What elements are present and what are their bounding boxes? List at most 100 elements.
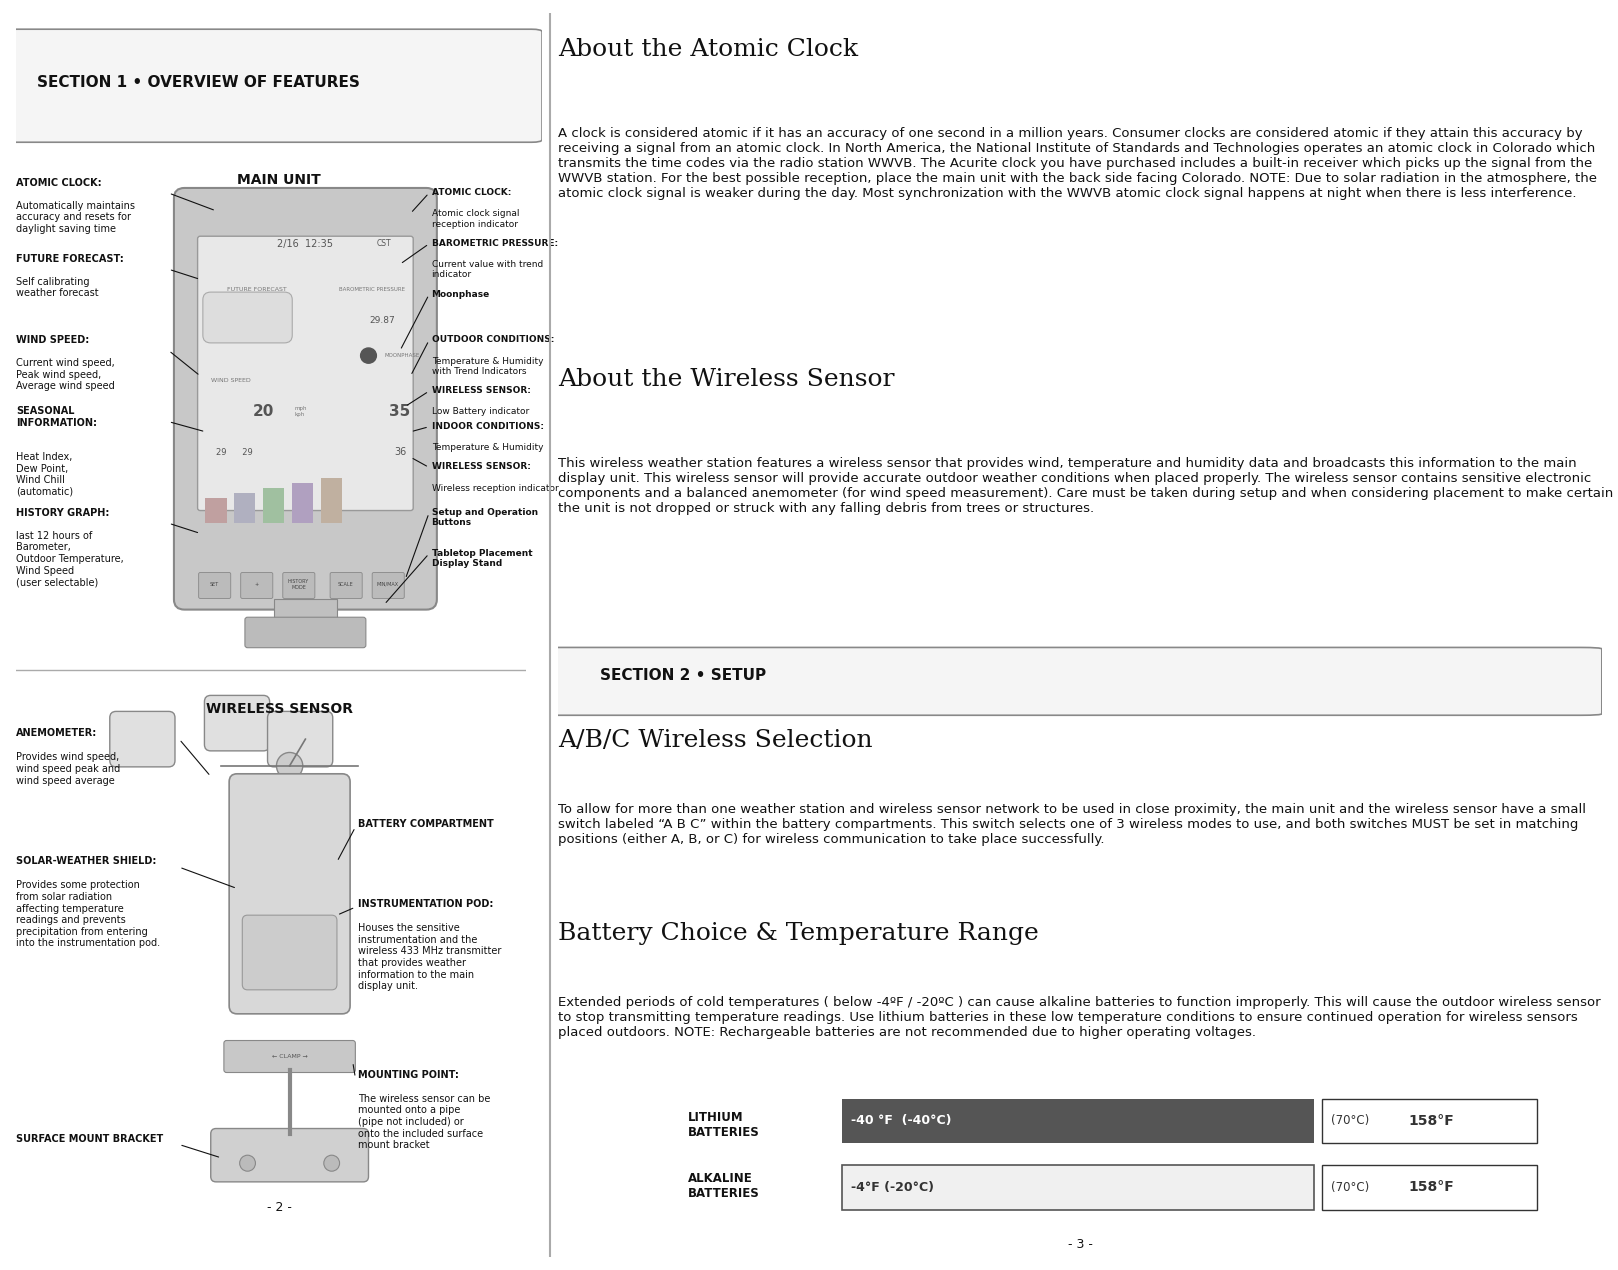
Text: last 12 hours of
Barometer,
Outdoor Temperature,
Wind Speed
(user selectable): last 12 hours of Barometer, Outdoor Temp…: [16, 531, 125, 587]
Text: WIND SPEED:: WIND SPEED:: [16, 335, 89, 345]
Text: About the Atomic Clock: About the Atomic Clock: [558, 38, 858, 61]
FancyBboxPatch shape: [210, 1129, 369, 1182]
Text: LITHIUM
BATTERIES: LITHIUM BATTERIES: [688, 1111, 759, 1139]
Text: -40 °F  (-40°C): -40 °F (-40°C): [851, 1114, 951, 1128]
FancyBboxPatch shape: [537, 648, 1602, 715]
Text: SECTION 1 • OVERVIEW OF FEATURES: SECTION 1 • OVERVIEW OF FEATURES: [37, 75, 361, 90]
Text: Self calibrating
weather forecast: Self calibrating weather forecast: [16, 277, 99, 298]
Bar: [841, 1099, 1314, 1143]
Bar: [273, 599, 337, 620]
Text: A/B/C Wireless Selection: A/B/C Wireless Selection: [558, 729, 872, 752]
Text: SEASONAL
INFORMATION:: SEASONAL INFORMATION:: [16, 406, 97, 428]
Text: ATOMIC CLOCK:: ATOMIC CLOCK:: [432, 188, 511, 197]
Text: Houses the sensitive
instrumentation and the
wireless 433 MHz transmitter
that p: Houses the sensitive instrumentation and…: [358, 923, 502, 991]
Text: INSTRUMENTATION POD:: INSTRUMENTATION POD:: [358, 899, 493, 909]
Text: About the Wireless Sensor: About the Wireless Sensor: [558, 368, 895, 391]
FancyBboxPatch shape: [230, 773, 349, 1013]
FancyBboxPatch shape: [175, 188, 437, 610]
FancyBboxPatch shape: [197, 236, 413, 511]
Text: SURFACE MOUNT BRACKET: SURFACE MOUNT BRACKET: [16, 1134, 163, 1144]
Text: 35: 35: [390, 404, 411, 419]
Circle shape: [239, 1156, 256, 1171]
Text: Temperature & Humidity
with Trend Indicators: Temperature & Humidity with Trend Indica…: [432, 357, 544, 376]
Text: Temperature & Humidity: Temperature & Humidity: [432, 443, 544, 452]
Bar: [264, 488, 285, 523]
Text: MOONPHASE: MOONPHASE: [385, 353, 419, 358]
FancyBboxPatch shape: [223, 1040, 356, 1072]
FancyBboxPatch shape: [199, 573, 231, 598]
Text: BATTERY COMPARTMENT: BATTERY COMPARTMENT: [358, 819, 493, 829]
Text: WIRELESS SENSOR:: WIRELESS SENSOR:: [432, 462, 531, 471]
FancyBboxPatch shape: [244, 617, 366, 648]
FancyBboxPatch shape: [204, 696, 270, 751]
Text: 29.87: 29.87: [369, 315, 395, 325]
Text: WIRELESS SENSOR: WIRELESS SENSOR: [205, 702, 353, 716]
FancyBboxPatch shape: [283, 573, 316, 598]
Text: - 2 -: - 2 -: [267, 1201, 291, 1214]
Text: 29      29: 29 29: [217, 447, 252, 457]
Text: ANEMOMETER:: ANEMOMETER:: [16, 729, 97, 738]
FancyBboxPatch shape: [202, 292, 293, 343]
Bar: [205, 498, 227, 523]
Text: ATOMIC CLOCK:: ATOMIC CLOCK:: [16, 178, 102, 188]
FancyBboxPatch shape: [267, 711, 333, 767]
Text: Atomic clock signal
reception indicator: Atomic clock signal reception indicator: [432, 210, 519, 229]
Text: MAIN UNIT: MAIN UNIT: [238, 173, 320, 187]
Text: Heat Index,
Dew Point,
Wind Chill
(automatic): Heat Index, Dew Point, Wind Chill (autom…: [16, 452, 73, 497]
Bar: [293, 483, 314, 523]
FancyBboxPatch shape: [5, 29, 542, 142]
Text: Low Battery indicator: Low Battery indicator: [432, 408, 529, 417]
Text: To allow for more than one weather station and wireless sensor network to be use: To allow for more than one weather stati…: [558, 803, 1586, 846]
Text: Provides wind speed,
wind speed peak and
wind speed average: Provides wind speed, wind speed peak and…: [16, 752, 120, 786]
Text: FUTURE FORECAST: FUTURE FORECAST: [227, 287, 286, 292]
Text: The wireless sensor can be
mounted onto a pipe
(pipe not included) or
onto the i: The wireless sensor can be mounted onto …: [358, 1093, 490, 1151]
Bar: [1322, 1099, 1537, 1143]
Text: WIND SPEED: WIND SPEED: [210, 378, 251, 384]
Text: FUTURE FORECAST:: FUTURE FORECAST:: [16, 254, 125, 264]
Text: 20: 20: [252, 404, 273, 419]
Text: 2/16  12:35: 2/16 12:35: [277, 239, 333, 249]
Text: +: +: [254, 582, 259, 587]
Text: WIRELESS SENSOR:: WIRELESS SENSOR:: [432, 386, 531, 395]
Text: 36: 36: [393, 447, 406, 457]
Text: HISTORY
MODE: HISTORY MODE: [288, 579, 309, 589]
Text: OUTDOOR CONDITIONS:: OUTDOOR CONDITIONS:: [432, 335, 553, 344]
FancyBboxPatch shape: [243, 916, 337, 989]
Circle shape: [277, 752, 303, 779]
FancyBboxPatch shape: [330, 573, 362, 598]
Text: Battery Choice & Temperature Range: Battery Choice & Temperature Range: [558, 922, 1039, 945]
Circle shape: [324, 1156, 340, 1171]
Text: A clock is considered atomic if it has an accuracy of one second in a million ye: A clock is considered atomic if it has a…: [558, 127, 1597, 199]
Text: MOUNTING POINT:: MOUNTING POINT:: [358, 1069, 460, 1080]
Text: INDOOR CONDITIONS:: INDOOR CONDITIONS:: [432, 422, 544, 431]
Text: SOLAR-WEATHER SHIELD:: SOLAR-WEATHER SHIELD:: [16, 856, 157, 866]
Circle shape: [361, 348, 377, 363]
Text: Tabletop Placement
Display Stand: Tabletop Placement Display Stand: [432, 549, 532, 568]
Text: -4°F (-20°C): -4°F (-20°C): [851, 1181, 934, 1194]
Text: Provides some protection
from solar radiation
affecting temperature
readings and: Provides some protection from solar radi…: [16, 880, 160, 949]
Text: CST: CST: [377, 239, 392, 249]
Bar: [841, 1166, 1314, 1209]
Text: SET: SET: [210, 582, 218, 587]
Text: Automatically maintains
accuracy and resets for
daylight saving time: Automatically maintains accuracy and res…: [16, 201, 136, 234]
Text: Setup and Operation
Buttons: Setup and Operation Buttons: [432, 508, 537, 527]
Bar: [322, 478, 343, 523]
Text: (70°C): (70°C): [1332, 1114, 1372, 1128]
Text: ALKALINE
BATTERIES: ALKALINE BATTERIES: [688, 1171, 759, 1200]
Text: MIN/MAX: MIN/MAX: [377, 582, 400, 587]
Text: Extended periods of cold temperatures ( below -4ºF / -20ºC ) can cause alkaline : Extended periods of cold temperatures ( …: [558, 996, 1600, 1039]
FancyBboxPatch shape: [241, 573, 273, 598]
Text: 158°F: 158°F: [1408, 1114, 1453, 1128]
Bar: [1322, 1166, 1537, 1209]
FancyBboxPatch shape: [110, 711, 175, 767]
FancyBboxPatch shape: [372, 573, 404, 598]
Text: SCALE: SCALE: [338, 582, 354, 587]
Text: Current value with trend
indicator: Current value with trend indicator: [432, 260, 544, 279]
Text: BAROMETRIC PRESSURE: BAROMETRIC PRESSURE: [340, 287, 406, 292]
Bar: [235, 493, 256, 523]
Text: mph
kph: mph kph: [294, 406, 307, 417]
Text: ← CLAMP →: ← CLAMP →: [272, 1054, 307, 1059]
Text: This wireless weather station features a wireless sensor that provides wind, tem: This wireless weather station features a…: [558, 457, 1613, 516]
Text: (70°C): (70°C): [1332, 1181, 1372, 1194]
Text: 158°F: 158°F: [1408, 1180, 1453, 1195]
